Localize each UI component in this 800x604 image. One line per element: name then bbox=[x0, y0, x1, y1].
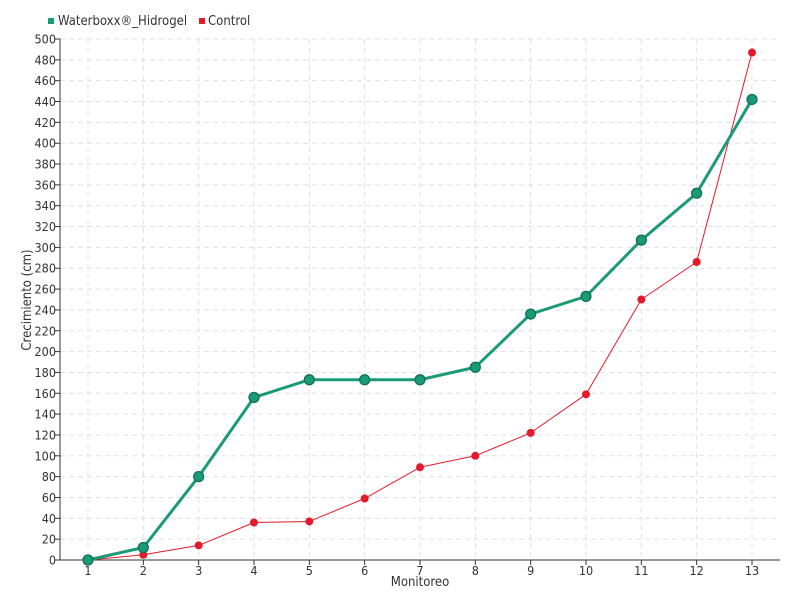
x-tick-label: 6 bbox=[361, 563, 368, 578]
data-point-waterboxx bbox=[469, 361, 481, 373]
y-tick-label: 300 bbox=[35, 240, 56, 255]
y-tick-label: 20 bbox=[42, 532, 56, 547]
legend-label-waterboxx: Waterboxx®_Hidrogel bbox=[58, 14, 187, 29]
x-tick-label: 1 bbox=[84, 563, 91, 578]
data-point-waterboxx bbox=[359, 374, 371, 386]
y-axis-label: Crecimiento (cm) bbox=[20, 249, 35, 350]
y-tick-label: 240 bbox=[35, 302, 56, 317]
data-point-waterboxx bbox=[414, 374, 426, 386]
data-point-control bbox=[250, 518, 258, 527]
data-point-waterboxx bbox=[248, 391, 260, 404]
data-point-control bbox=[194, 541, 203, 550]
y-tick-label: 280 bbox=[35, 261, 56, 276]
data-point-waterboxx bbox=[580, 290, 592, 302]
data-point-waterboxx bbox=[137, 541, 149, 554]
data-point-control bbox=[139, 550, 148, 559]
x-tick-label: 7 bbox=[416, 563, 423, 578]
y-tick-label: 320 bbox=[35, 219, 56, 234]
data-point-waterboxx bbox=[193, 471, 205, 483]
y-tick-label: 200 bbox=[35, 344, 56, 359]
legend: Waterboxx®_Hidrogel Control bbox=[48, 14, 250, 29]
y-tick-label: 500 bbox=[35, 32, 56, 47]
x-tick-label: 10 bbox=[579, 563, 593, 578]
legend-marker-control bbox=[199, 18, 205, 24]
y-tick-label: 40 bbox=[42, 511, 56, 526]
y-tick-label: 140 bbox=[35, 407, 56, 422]
x-tick-label: 3 bbox=[195, 563, 202, 578]
data-point-control bbox=[471, 451, 480, 460]
data-point-control bbox=[526, 428, 535, 437]
x-tick-labels: 1 2 3 4 5 6 7 8 9 10 11 12 13 bbox=[84, 560, 759, 578]
y-tick-label: 440 bbox=[35, 94, 56, 109]
x-tick-label: 9 bbox=[527, 563, 534, 578]
y-tick-label: 480 bbox=[35, 52, 56, 67]
y-tick-label: 360 bbox=[35, 177, 56, 192]
data-point-control bbox=[582, 390, 590, 399]
legend-label-control: Control bbox=[208, 14, 250, 29]
data-point-waterboxx bbox=[691, 187, 703, 199]
legend-marker-waterboxx bbox=[48, 18, 54, 24]
y-tick-label: 60 bbox=[42, 490, 56, 505]
data-point-waterboxx bbox=[303, 374, 315, 386]
y-tick-labels: 0 20 40 60 80 100 120 140 160 180 200 220 240 260 280 3… bbox=[35, 32, 60, 568]
x-tick-label: 2 bbox=[140, 563, 147, 578]
data-point-waterboxx bbox=[82, 554, 94, 566]
y-tick-label: 460 bbox=[35, 73, 56, 88]
x-tick-label: 13 bbox=[745, 563, 759, 578]
data-point-control bbox=[637, 295, 646, 304]
x-tick-label: 4 bbox=[250, 563, 257, 578]
y-tick-label: 380 bbox=[35, 157, 56, 172]
data-point-waterboxx bbox=[746, 93, 758, 106]
series bbox=[82, 48, 758, 566]
x-tick-label: 11 bbox=[634, 563, 648, 578]
data-point-control bbox=[416, 463, 424, 472]
x-axis-label: Monitoreo bbox=[391, 575, 450, 590]
grid bbox=[60, 38, 780, 560]
data-point-control bbox=[692, 257, 701, 266]
y-tick-label: 400 bbox=[35, 136, 56, 151]
y-tick-label: 260 bbox=[35, 282, 56, 297]
y-tick-label: 0 bbox=[49, 553, 56, 568]
y-tick-label: 160 bbox=[35, 386, 56, 401]
y-tick-label: 80 bbox=[42, 469, 56, 484]
y-tick-label: 120 bbox=[35, 427, 56, 442]
data-point-control bbox=[360, 494, 369, 503]
data-point-waterboxx bbox=[525, 308, 537, 320]
data-point-control bbox=[748, 48, 756, 57]
y-tick-label: 340 bbox=[35, 198, 56, 213]
x-tick-label: 5 bbox=[306, 563, 313, 578]
data-point-control bbox=[305, 517, 314, 526]
x-tick-label: 12 bbox=[690, 563, 704, 578]
y-tick-label: 420 bbox=[35, 115, 56, 130]
y-tick-label: 220 bbox=[35, 323, 56, 338]
data-point-waterboxx bbox=[635, 234, 647, 246]
x-tick-label: 8 bbox=[472, 563, 479, 578]
y-tick-label: 100 bbox=[35, 448, 56, 463]
y-tick-label: 180 bbox=[35, 365, 56, 380]
